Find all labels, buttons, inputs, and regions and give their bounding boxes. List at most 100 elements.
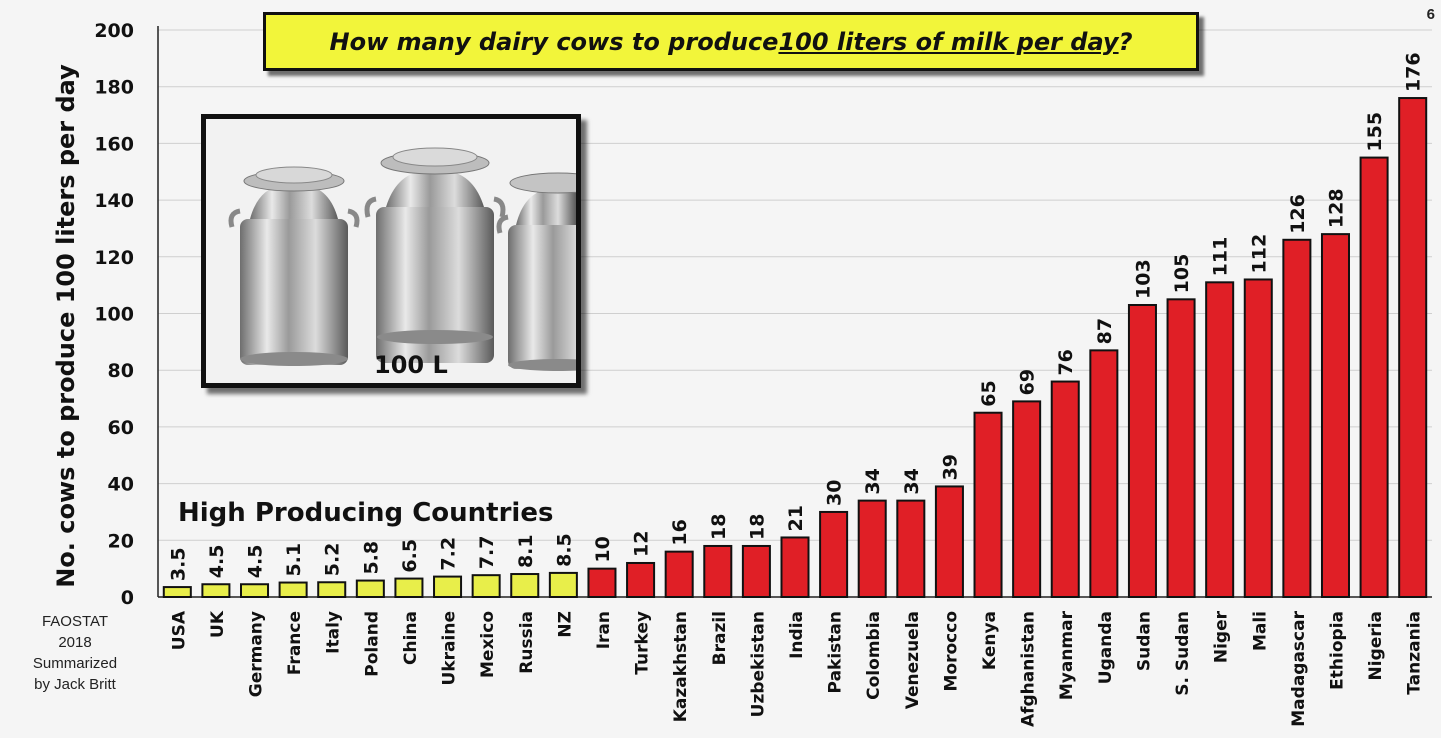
bar	[626, 561, 656, 598]
data-label: 4.5	[245, 545, 267, 579]
data-label: 34	[862, 468, 884, 494]
data-label: 18	[708, 514, 730, 540]
bar	[780, 536, 810, 599]
data-label: 10	[592, 536, 614, 562]
bar	[394, 577, 424, 599]
x-tick-label: Sudan	[1134, 611, 1154, 671]
data-label: 76	[1055, 349, 1077, 375]
source-line: FAOSTAT	[41, 613, 109, 630]
bar	[1012, 400, 1042, 599]
y-axis-title: No. cows to produce 100 liters per day	[52, 64, 80, 588]
x-tick-label: Mali	[1250, 611, 1270, 651]
x-tick-label: Brazil	[710, 611, 730, 665]
bar	[548, 571, 578, 599]
data-label: 4.5	[206, 545, 228, 579]
bar	[471, 574, 501, 598]
bar	[973, 411, 1003, 598]
bar	[1320, 233, 1350, 598]
data-label: 87	[1094, 318, 1116, 344]
title-prefix: How many dairy cows to produce	[329, 27, 779, 56]
bar	[317, 581, 347, 598]
bar	[201, 583, 231, 598]
x-tick-label: Venezuela	[903, 611, 923, 709]
bar	[278, 581, 308, 599]
x-tick-label: France	[285, 611, 305, 675]
x-tick-label: India	[787, 611, 807, 659]
labels: 0 20 40 60 80 100 120 140 160 180 200 3.5 USA 4.5 UK 4.…	[94, 20, 1424, 727]
data-label: 16	[669, 519, 691, 545]
bar	[510, 573, 540, 598]
y-tick-label: 80	[108, 360, 134, 382]
y-tick-label: 140	[94, 190, 134, 212]
source-line: 2018	[58, 634, 92, 651]
x-tick-label: Russia	[517, 611, 537, 674]
data-label: 112	[1248, 234, 1270, 274]
bar	[1205, 281, 1235, 598]
data-label: 155	[1364, 112, 1386, 152]
y-tick-label: 160	[94, 133, 134, 155]
x-tick-label: Poland	[362, 611, 382, 677]
x-tick-label: Ukraine	[440, 611, 460, 685]
data-label: 34	[901, 468, 923, 494]
y-tick-label: 180	[94, 77, 134, 99]
x-tick-label: Myanmar	[1057, 610, 1077, 700]
high-producing-label: High Producing Countries	[178, 498, 554, 528]
bars	[162, 97, 1428, 599]
x-tick-label: Mexico	[478, 611, 498, 678]
x-tick-label: China	[401, 611, 421, 665]
data-label: 105	[1171, 254, 1193, 294]
y-tick-label: 60	[108, 417, 134, 439]
x-tick-label: Madagascar	[1289, 610, 1309, 726]
bar	[587, 567, 617, 599]
x-tick-label: Uzbekistan	[748, 611, 768, 717]
x-tick-label: NZ	[555, 611, 575, 638]
data-label: 8.5	[553, 533, 575, 567]
bar	[1359, 156, 1389, 598]
x-tick-label: Morocco	[941, 611, 961, 692]
milk-can-icon	[228, 147, 576, 371]
bar	[1243, 278, 1273, 598]
photo-label: 100 L	[374, 351, 448, 379]
x-tick-label: Italy	[324, 611, 344, 654]
bar	[355, 579, 385, 599]
data-label: 128	[1325, 188, 1347, 228]
x-tick-label: S. Sudan	[1173, 611, 1193, 696]
x-tick-label: Pakistan	[826, 611, 846, 693]
data-label: 8.1	[515, 534, 537, 568]
x-tick-label: Turkey	[633, 611, 653, 675]
bar	[1282, 238, 1312, 598]
x-tick-label: Niger	[1212, 610, 1232, 663]
x-tick-label: Ethiopia	[1327, 611, 1347, 690]
x-tick-label: Nigeria	[1366, 611, 1386, 680]
data-label: 3.5	[167, 547, 189, 581]
data-label: 7.2	[438, 537, 460, 571]
title-underlined: 100 liters of milk per day	[778, 27, 1119, 56]
y-tick-label: 40	[108, 474, 134, 496]
bar	[703, 544, 733, 598]
x-tick-label: Germany	[247, 611, 267, 697]
x-tick-label: USA	[169, 610, 189, 650]
bar	[857, 499, 887, 598]
data-label: 126	[1287, 194, 1309, 234]
bar	[1166, 298, 1196, 598]
x-tick-label: UK	[208, 610, 228, 638]
data-label: 6.5	[399, 539, 421, 573]
data-label: 30	[824, 479, 846, 505]
bar	[741, 544, 771, 598]
x-tick-label: Kazakhstan	[671, 611, 691, 722]
data-label: 21	[785, 505, 807, 531]
x-tick-label: Afghanistan	[1019, 611, 1039, 727]
y-tick-label: 0	[121, 587, 134, 609]
bar	[819, 510, 849, 599]
data-label: 18	[746, 514, 768, 540]
data-label: 103	[1132, 259, 1154, 299]
chart-title: How many dairy cows to produce 100 liter…	[263, 12, 1199, 71]
data-label: 111	[1210, 237, 1232, 277]
y-tick-label: 100	[94, 304, 134, 326]
bar	[1089, 349, 1119, 599]
data-label: 12	[631, 531, 653, 557]
bar	[162, 586, 192, 599]
data-label: 5.1	[283, 543, 305, 577]
source-note: FAOSTAT 2018 Summarized by Jack Britt	[0, 611, 150, 695]
